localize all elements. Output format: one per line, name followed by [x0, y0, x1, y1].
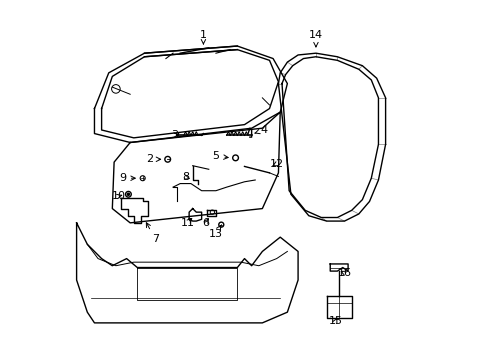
- Text: 6: 6: [202, 218, 209, 228]
- Text: 2: 2: [146, 154, 160, 164]
- Text: 8: 8: [182, 172, 189, 183]
- Text: 3: 3: [171, 130, 178, 140]
- Text: 7: 7: [146, 223, 159, 244]
- Text: 15: 15: [328, 316, 342, 326]
- Text: 12: 12: [269, 159, 283, 169]
- Text: 1: 1: [200, 30, 206, 44]
- Text: 5: 5: [212, 152, 228, 161]
- Text: 10: 10: [112, 191, 125, 201]
- Text: 11: 11: [180, 218, 194, 228]
- Text: 9: 9: [119, 173, 135, 183]
- Text: 16: 16: [337, 268, 351, 278]
- Circle shape: [127, 193, 129, 195]
- Text: 4: 4: [254, 125, 267, 135]
- Text: 13: 13: [208, 225, 223, 239]
- Text: 14: 14: [308, 30, 323, 47]
